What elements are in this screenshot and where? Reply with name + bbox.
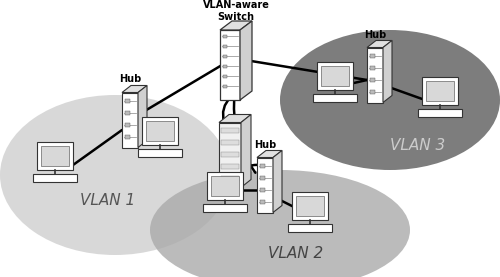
Polygon shape (257, 150, 282, 158)
FancyBboxPatch shape (288, 224, 332, 232)
Polygon shape (138, 86, 147, 147)
Bar (260, 176, 265, 179)
FancyBboxPatch shape (41, 146, 69, 166)
FancyBboxPatch shape (292, 192, 328, 220)
FancyBboxPatch shape (146, 121, 174, 141)
Bar (125, 99, 130, 102)
FancyBboxPatch shape (211, 176, 239, 196)
Bar (223, 35, 227, 37)
FancyBboxPatch shape (203, 204, 247, 212)
FancyBboxPatch shape (207, 172, 243, 200)
Polygon shape (241, 114, 251, 188)
Ellipse shape (0, 95, 230, 255)
Text: Hub: Hub (364, 29, 386, 40)
Bar (223, 75, 227, 78)
FancyBboxPatch shape (257, 158, 273, 212)
Bar (223, 55, 227, 58)
FancyBboxPatch shape (296, 196, 324, 216)
FancyBboxPatch shape (317, 62, 353, 90)
Text: VLAN-aware
Switch: VLAN-aware Switch (202, 0, 270, 22)
Bar (370, 89, 375, 94)
FancyBboxPatch shape (219, 122, 241, 188)
FancyBboxPatch shape (418, 109, 462, 117)
Text: Hub: Hub (119, 75, 141, 84)
Bar (221, 152, 239, 157)
Text: VLAN 2: VLAN 2 (268, 246, 323, 261)
Polygon shape (383, 40, 392, 102)
Bar (125, 135, 130, 138)
Polygon shape (273, 150, 282, 212)
Bar (260, 188, 265, 191)
FancyBboxPatch shape (122, 93, 138, 147)
FancyBboxPatch shape (426, 81, 454, 101)
FancyBboxPatch shape (138, 149, 182, 157)
Polygon shape (219, 114, 251, 122)
FancyBboxPatch shape (37, 142, 73, 170)
Ellipse shape (150, 170, 410, 277)
Bar (260, 199, 265, 204)
FancyBboxPatch shape (33, 174, 77, 182)
FancyBboxPatch shape (422, 77, 458, 105)
Ellipse shape (280, 30, 500, 170)
FancyBboxPatch shape (321, 66, 349, 86)
Bar (223, 45, 227, 47)
Bar (223, 84, 227, 88)
Bar (370, 53, 375, 58)
Text: Hub: Hub (254, 140, 276, 150)
Polygon shape (240, 21, 252, 100)
FancyBboxPatch shape (142, 117, 178, 145)
Polygon shape (367, 40, 392, 47)
Bar (221, 176, 239, 181)
FancyBboxPatch shape (367, 47, 383, 102)
Bar (370, 65, 375, 70)
FancyBboxPatch shape (220, 30, 240, 100)
Bar (125, 122, 130, 127)
Bar (221, 163, 239, 168)
Bar (221, 127, 239, 132)
FancyBboxPatch shape (313, 94, 357, 102)
Text: VLAN 3: VLAN 3 (390, 138, 446, 153)
Text: VLAN 1: VLAN 1 (80, 193, 135, 208)
Bar (370, 78, 375, 81)
Bar (260, 163, 265, 168)
Bar (221, 140, 239, 145)
Polygon shape (220, 21, 252, 30)
Bar (125, 111, 130, 114)
Polygon shape (122, 86, 147, 93)
Bar (223, 65, 227, 68)
